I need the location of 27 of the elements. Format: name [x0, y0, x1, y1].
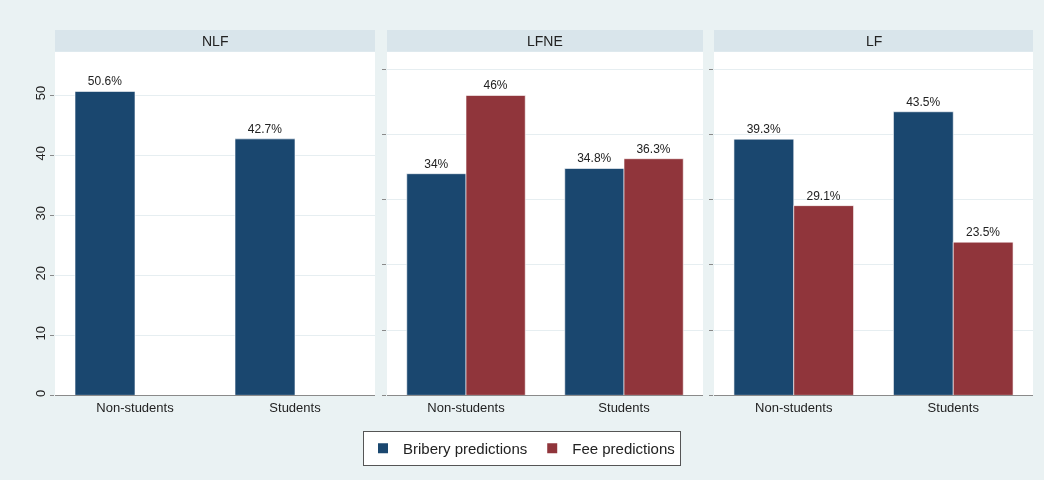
y-tick-label: 10: [32, 326, 48, 341]
x-tick-label: Students: [927, 399, 980, 415]
data-label: 50.6%: [87, 74, 123, 89]
data-label: 36.3%: [636, 141, 671, 156]
data-label: 39.3%: [746, 122, 782, 137]
x-tick-label: Students: [598, 399, 651, 415]
data-label: 29.1%: [806, 188, 841, 203]
legend-label: Fee predictions: [572, 440, 675, 458]
data-label: 42.7%: [247, 121, 283, 136]
y-tick-label: 0: [32, 389, 48, 398]
chart-title: LF: [866, 33, 883, 49]
data-label: 34%: [424, 156, 449, 171]
legend-label: Bribery predictions: [403, 440, 528, 458]
data-label: 23.5%: [965, 225, 1001, 240]
chart-title: LFNE: [527, 33, 563, 49]
data-label: 34.8%: [577, 151, 612, 166]
x-tick-label: Students: [269, 399, 322, 415]
x-tick-label: Non-students: [96, 399, 175, 415]
y-tick-label: 30: [32, 205, 48, 221]
y-tick-label: 40: [32, 145, 48, 161]
data-label: 46%: [483, 78, 508, 93]
y-tick-label: 20: [32, 266, 48, 281]
y-tick-label: 50: [32, 85, 48, 101]
x-tick-label: Non-students: [427, 399, 506, 415]
x-tick-label: Non-students: [755, 399, 833, 415]
chart-title: NLF: [202, 33, 229, 49]
data-label: 43.5%: [906, 94, 941, 109]
